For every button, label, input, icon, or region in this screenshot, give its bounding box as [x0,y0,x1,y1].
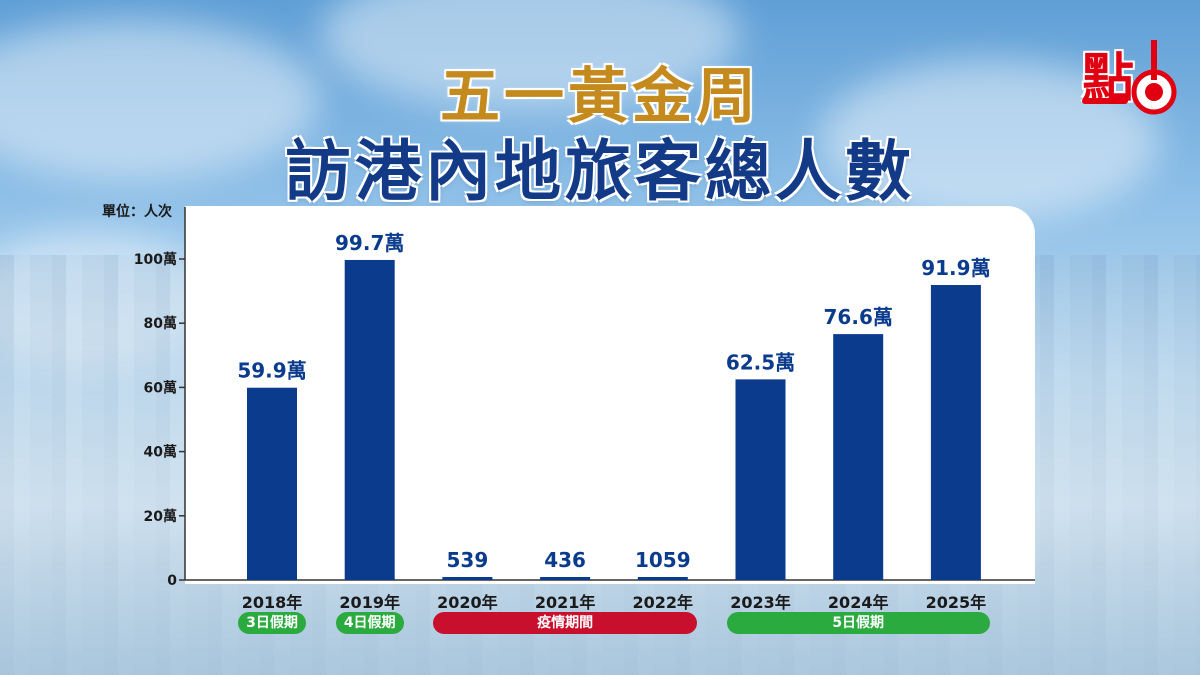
value-label: 91.9萬 [921,256,990,280]
x-tick-label: 2022年 [633,593,694,612]
y-tick-label: 40萬 [144,444,177,461]
x-tick-label: 2024年 [828,593,889,612]
x-tick-label: 2021年 [535,593,596,612]
cloud-decoration [0,20,320,180]
cloud-decoration [820,60,1160,220]
value-label: 99.7萬 [335,231,404,255]
value-label: 62.5萬 [726,350,795,374]
x-tick-label: 2018年 [242,593,303,612]
bar [735,379,786,580]
y-axis: 0 20萬 40萬 60萬 80萬 100萬 [134,207,1035,589]
period-pill: 4日假期 [335,612,404,634]
bars [247,259,981,580]
y-tick-label: 20萬 [144,508,177,525]
bar [540,577,591,580]
x-tick-label: 2019年 [339,593,400,612]
period-pill: 3日假期 [238,612,306,634]
bar [247,387,297,580]
value-label: 539 [447,548,489,572]
value-label: 1059 [635,548,691,572]
brand-logo: 點 [1082,36,1178,126]
period-pill: 疫情期間 [433,612,697,634]
title-line-1: 五一黃金周 [440,62,760,132]
value-label: 76.6萬 [824,305,893,329]
bar [442,577,493,580]
x-tick-label: 2020年 [437,593,498,612]
x-axis: 2018年 2019年 2020年 2021年 2022年 2023年 2024年 2025年 [242,593,986,612]
x-tick-label: 2025年 [926,593,987,612]
y-tick-label: 80萬 [144,315,177,332]
x-tick-label: 2023年 [730,593,791,612]
value-label: 436 [544,548,586,572]
unit-label: 單位：人次 [102,204,172,220]
value-label: 59.9萬 [237,359,306,383]
y-tick-label: 0 [167,573,177,589]
period-pill: 5日假期 [726,612,990,634]
y-tick-label: 100萬 [134,251,177,268]
title-line-2: 訪港內地旅客總人數 [285,133,915,210]
bar [930,285,981,580]
value-labels: 59.9萬 99.7萬 539 436 1059 62.5萬 76.6萬 91.9萬 [237,231,990,572]
y-tick-label: 60萬 [144,379,177,396]
chart-panel [185,206,1035,584]
bar [344,259,395,580]
brand-logo-mark [1082,40,1177,115]
bar [833,334,884,580]
bar [637,577,688,580]
